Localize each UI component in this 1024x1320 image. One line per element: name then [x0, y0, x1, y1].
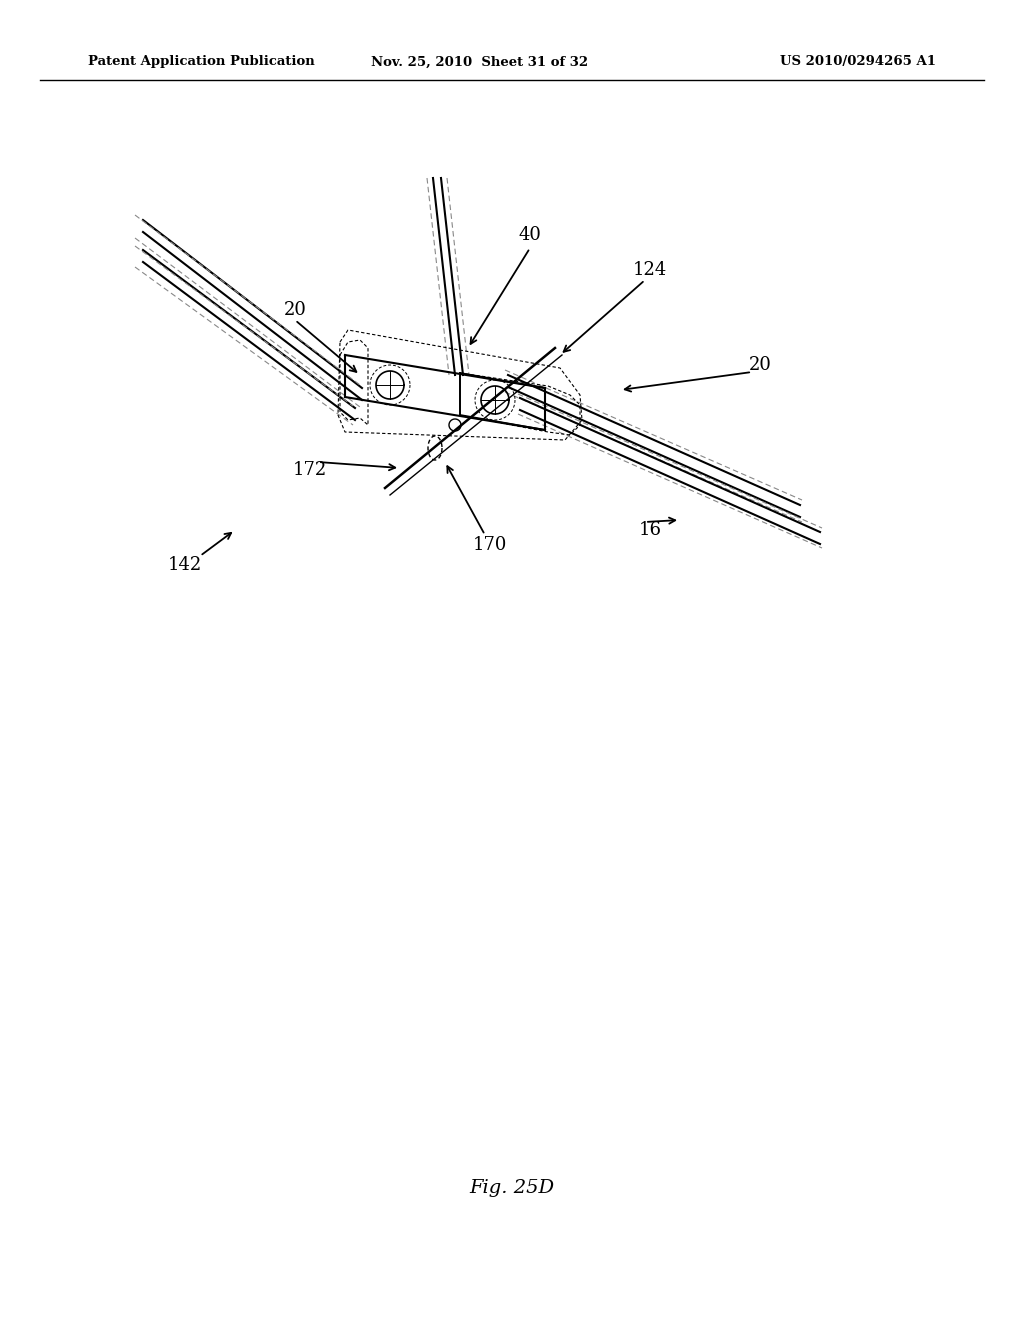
- Text: 40: 40: [518, 226, 542, 244]
- Text: US 2010/0294265 A1: US 2010/0294265 A1: [780, 55, 936, 69]
- Text: 142: 142: [168, 556, 202, 574]
- Text: 16: 16: [639, 521, 662, 539]
- Text: 20: 20: [284, 301, 306, 319]
- Text: Fig. 25D: Fig. 25D: [469, 1179, 555, 1197]
- Text: 124: 124: [633, 261, 667, 279]
- Text: Nov. 25, 2010  Sheet 31 of 32: Nov. 25, 2010 Sheet 31 of 32: [372, 55, 589, 69]
- Text: 20: 20: [749, 356, 771, 374]
- Text: 170: 170: [473, 536, 507, 554]
- Text: Patent Application Publication: Patent Application Publication: [88, 55, 314, 69]
- Text: 172: 172: [293, 461, 327, 479]
